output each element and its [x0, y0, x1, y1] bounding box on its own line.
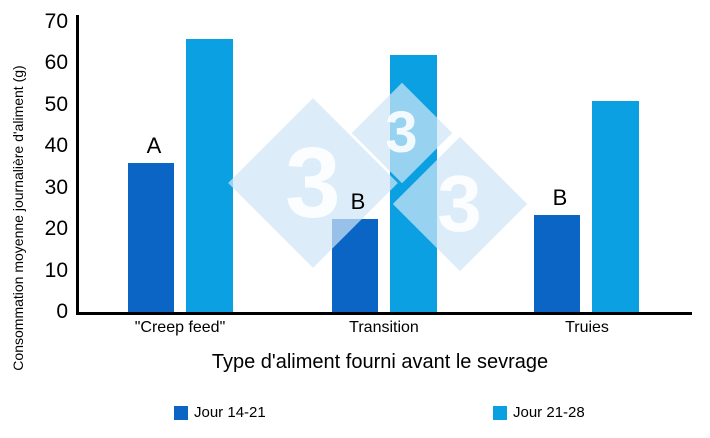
- legend-label: Jour 14-21: [194, 404, 266, 421]
- y-tick-label: 40: [44, 134, 68, 158]
- legend-item: Jour 21-28: [493, 404, 585, 422]
- legend-swatch: [493, 406, 507, 420]
- category-label: Transition: [349, 319, 419, 336]
- bar-jour-21-28: [186, 39, 233, 312]
- category-label: Truies: [565, 319, 609, 336]
- y-tick-label: 70: [44, 10, 68, 33]
- y-tick-label: 0: [56, 300, 68, 323]
- category-label: "Creep feed": [134, 319, 226, 336]
- bar-jour-21-28: [592, 101, 639, 312]
- legend-label: Jour 21-28: [513, 404, 585, 421]
- y-tick-label: 60: [44, 51, 68, 75]
- x-axis-line: [76, 312, 692, 315]
- y-tick-label: 20: [44, 217, 68, 241]
- y-tick-label: 30: [44, 175, 68, 199]
- x-axis-title: Type d'aliment fourni avant le sevrage: [211, 351, 549, 373]
- bar-letter: B: [350, 188, 366, 214]
- watermark-digit: 3: [437, 159, 483, 248]
- y-tick-label: 50: [44, 92, 68, 116]
- bar-letter: A: [146, 132, 162, 158]
- watermark-digit: 3: [385, 99, 419, 165]
- y-axis-line: [76, 15, 79, 315]
- watermark-digit: 3: [285, 127, 341, 239]
- bar-letter: B: [552, 184, 568, 210]
- bar-jour-14-21: [128, 163, 174, 312]
- legend-swatch: [174, 406, 188, 420]
- legend-item: Jour 14-21: [174, 404, 266, 422]
- y-tick-label: 10: [44, 258, 68, 282]
- bar-jour-14-21: [534, 215, 580, 312]
